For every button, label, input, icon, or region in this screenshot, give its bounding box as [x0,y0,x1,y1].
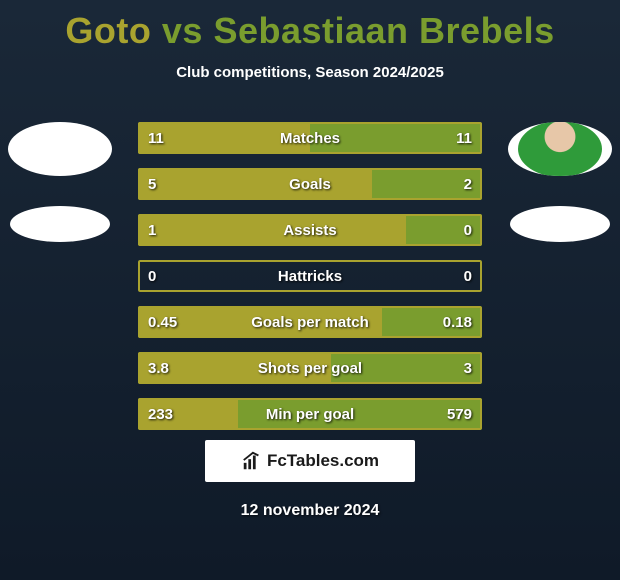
player-left-avatar [8,122,112,176]
player-right-avatar [508,122,612,176]
stat-value-right: 3 [464,352,472,384]
stat-row: 233Min per goal579 [138,398,482,430]
brand-text: FcTables.com [267,451,379,471]
stat-value-right: 0.18 [443,306,472,338]
title-vs: vs [162,10,203,51]
stat-row: 0.45Goals per match0.18 [138,306,482,338]
subtitle: Club competitions, Season 2024/2025 [0,64,620,81]
stat-label: Hattricks [138,260,482,292]
title-player-left: Goto [65,10,151,51]
page-title: Goto vs Sebastiaan Brebels [0,0,620,52]
stat-value-right: 579 [447,398,472,430]
player-right-photo [518,122,602,176]
stat-value-right: 0 [464,260,472,292]
club-left-avatar [10,206,110,242]
title-player-right: Sebastiaan Brebels [213,10,554,51]
stat-row: 1Assists0 [138,214,482,246]
footer-date: 12 november 2024 [0,502,620,520]
chart-icon [241,450,263,472]
stat-label: Shots per goal [138,352,482,384]
stat-label: Matches [138,122,482,154]
stat-value-right: 2 [464,168,472,200]
stat-row: 5Goals2 [138,168,482,200]
avatar-column-left [8,122,112,242]
club-right-avatar [510,206,610,242]
stat-row: 3.8Shots per goal3 [138,352,482,384]
stat-row: 0Hattricks0 [138,260,482,292]
stat-row: 11Matches11 [138,122,482,154]
stats-panel: 11Matches115Goals21Assists00Hattricks00.… [138,122,482,430]
stat-label: Goals [138,168,482,200]
stat-value-right: 0 [464,214,472,246]
stat-label: Min per goal [138,398,482,430]
stat-label: Goals per match [138,306,482,338]
brand-badge: FcTables.com [205,440,415,482]
avatar-column-right [508,122,612,242]
stat-label: Assists [138,214,482,246]
stat-value-right: 11 [456,122,472,154]
